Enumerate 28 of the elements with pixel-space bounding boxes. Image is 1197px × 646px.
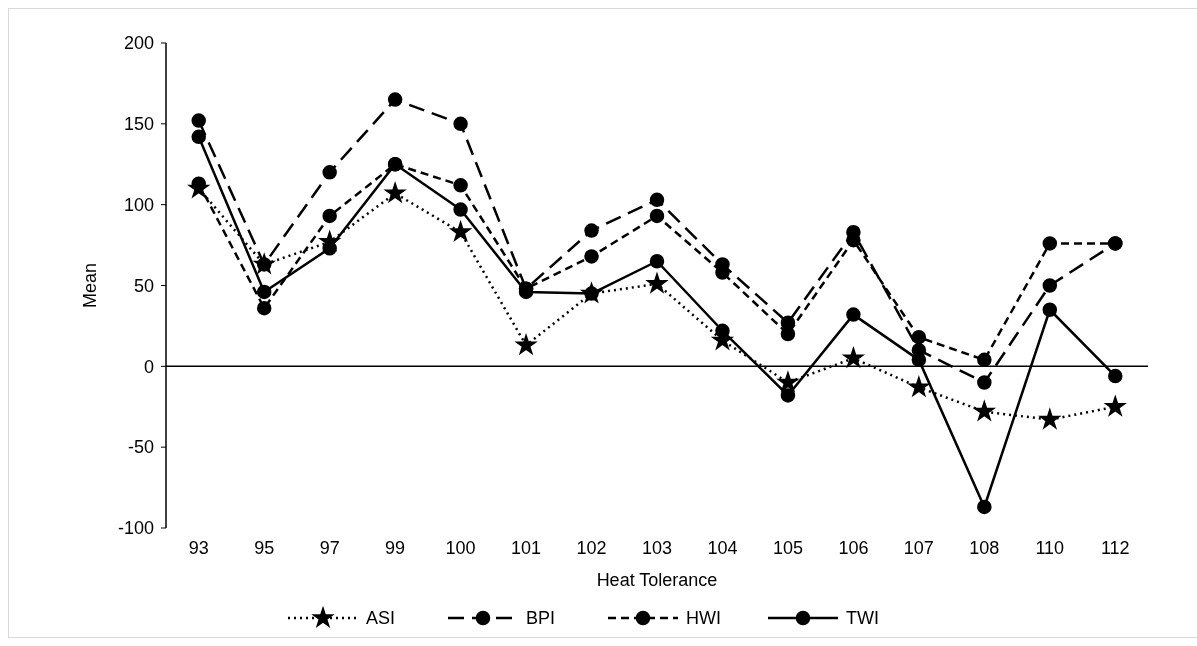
x-tick-label: 102 (576, 538, 607, 558)
legend-label: BPI (526, 608, 556, 629)
legend-label: ASI (366, 608, 396, 629)
y-axis-title: Mean (80, 262, 100, 309)
y-tick-label: 200 (123, 33, 154, 54)
x-tick-label: 104 (707, 538, 738, 558)
x-tick-label: 103 (641, 538, 673, 558)
y-tick-label: 150 (123, 114, 154, 135)
x-tick-label: 100 (445, 538, 476, 558)
y-tick-label: -100 (117, 518, 154, 539)
x-tick-label: 93 (188, 538, 209, 558)
x-tick-label: 99 (385, 538, 406, 558)
legend-label: HWI (686, 608, 721, 629)
x-tick-label: 95 (254, 538, 275, 558)
legend-label: TWI (846, 608, 879, 629)
x-axis-title: Heat Tolerance (596, 570, 718, 590)
x-tick-label: 110 (1035, 538, 1065, 558)
y-tick-label: 50 (133, 275, 154, 296)
x-tick-label: 108 (969, 538, 1000, 558)
y-tick-label: 100 (123, 194, 154, 215)
x-tick-label: 107 (903, 538, 934, 558)
y-tick-label: 0 (143, 356, 154, 377)
x-tick-label: 97 (319, 538, 340, 558)
x-tick-label: 106 (838, 538, 869, 558)
x-tick-label: 112 (1100, 538, 1130, 558)
x-tick-label: 101 (511, 538, 542, 558)
y-tick-label: -50 (127, 437, 154, 458)
x-tick-label: 105 (772, 538, 803, 558)
